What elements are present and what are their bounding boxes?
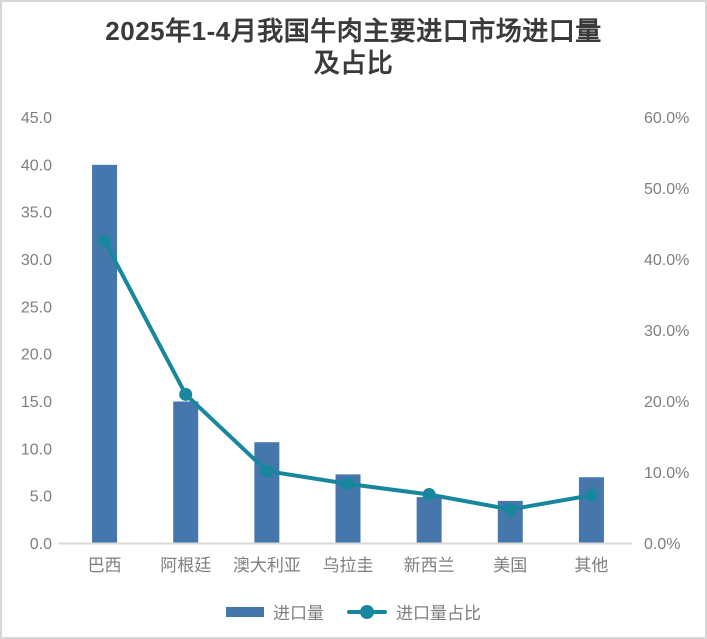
category-label: 乌拉圭: [323, 556, 374, 575]
share-marker-澳大利亚: [260, 464, 274, 478]
left-axis-tick-label: 25.0: [21, 299, 52, 316]
left-axis-tick-label: 0.0: [30, 536, 52, 553]
share-marker-巴西: [98, 234, 112, 248]
right-axis-tick-label: 60.0%: [644, 110, 689, 127]
legend: 进口量 进口量占比: [2, 599, 705, 624]
share-marker-美国: [503, 502, 517, 516]
left-axis-tick-label: 20.0: [21, 347, 52, 364]
share-marker-新西兰: [422, 488, 436, 502]
share-marker-阿根廷: [179, 387, 193, 401]
left-axis-tick-label: 5.0: [30, 489, 52, 506]
right-axis-tick-label: 40.0%: [644, 252, 689, 269]
left-axis-tick-label: 35.0: [21, 205, 52, 222]
left-axis-tick-label: 10.0: [21, 441, 52, 458]
legend-bar-swatch: [226, 606, 264, 617]
bar-巴西: [92, 164, 118, 544]
legend-bar-label: 进口量: [273, 604, 324, 623]
right-axis-tick-label: 30.0%: [644, 323, 689, 340]
left-axis-tick-label: 15.0: [21, 394, 52, 411]
category-label: 澳大利亚: [233, 556, 301, 575]
chart-title-line1: 2025年1-4月我国牛肉主要进口市场进口量: [105, 16, 602, 46]
category-label: 新西兰: [404, 556, 455, 575]
right-axis-tick-label: 0.0%: [644, 536, 680, 553]
bar-其他: [578, 477, 604, 544]
right-axis-tick-label: 10.0%: [644, 465, 689, 482]
bar-澳大利亚: [254, 442, 280, 544]
right-axis-tick-label: 50.0%: [644, 181, 689, 198]
category-label: 美国: [493, 556, 527, 575]
chart-title: 2025年1-4月我国牛肉主要进口市场进口量 及占比: [2, 16, 705, 79]
share-marker-其他: [584, 488, 598, 502]
right-axis-tick-label: 20.0%: [644, 394, 689, 411]
bar-新西兰: [416, 497, 442, 544]
bar-阿根廷: [173, 401, 199, 544]
category-label: 其他: [574, 556, 608, 575]
legend-line-label: 进口量占比: [396, 604, 481, 623]
left-axis-tick-label: 30.0: [21, 252, 52, 269]
left-axis-tick-label: 40.0: [21, 157, 52, 174]
legend-line-swatch: [347, 604, 387, 619]
category-label: 巴西: [88, 556, 122, 575]
category-label: 阿根廷: [160, 556, 211, 575]
share-marker-乌拉圭: [341, 477, 355, 491]
left-axis-tick-label: 45.0: [21, 110, 52, 127]
chart-title-line2: 及占比: [313, 47, 394, 78]
legend-line-marker-icon: [360, 604, 374, 619]
